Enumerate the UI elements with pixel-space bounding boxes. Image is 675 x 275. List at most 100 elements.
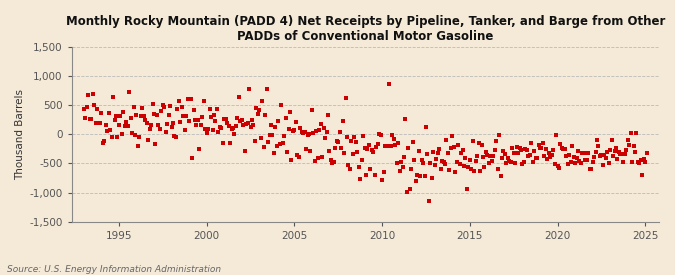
Point [274,142,285,147]
Point [520,147,531,151]
Point [161,129,171,134]
Point [443,151,454,156]
Point [500,152,510,156]
Point [428,150,439,154]
Point [157,103,168,108]
Point [321,130,332,134]
Point [377,178,387,183]
Point [578,150,589,155]
Point [136,114,146,118]
Point [453,142,464,147]
Point [422,152,433,156]
Point [146,123,157,128]
Point [634,160,645,165]
Point [618,160,628,164]
Point [130,133,140,138]
Point [281,150,292,154]
Point [545,155,556,159]
Point [526,141,537,145]
Point [554,165,564,170]
Point [302,133,313,137]
Point [497,156,508,160]
Point [232,116,243,120]
Point [305,149,316,153]
Point [508,151,519,155]
Point [82,104,92,109]
Point [118,110,129,115]
Point [143,138,154,142]
Point [299,130,310,134]
Point [285,109,296,114]
Point [101,122,111,127]
Point [388,137,399,141]
Point [371,145,381,149]
Point [374,132,385,136]
Point [259,145,269,149]
Point [190,118,200,122]
Point [119,124,130,128]
Point [574,159,585,163]
Point [470,159,481,164]
Point [406,167,416,171]
Point [576,161,587,166]
Point [265,123,276,127]
Point [194,147,205,152]
Point [441,138,452,142]
Point [517,162,528,167]
Point [95,121,105,125]
Point [263,139,273,144]
Point [551,133,562,137]
Point [112,135,123,139]
Point [402,190,412,194]
Point [438,160,449,164]
Point [250,138,261,143]
Point [290,120,301,124]
Point [131,113,142,118]
Point [570,161,580,166]
Point [446,146,456,150]
Point [577,151,588,155]
Point [296,130,307,134]
Point [591,138,602,142]
Point [543,150,554,155]
Point [568,155,579,159]
Point [367,148,377,152]
Point [368,150,379,154]
Point [412,173,423,177]
Point [269,151,279,155]
Point [140,118,151,123]
Point [599,153,610,157]
Point [227,126,238,130]
Point [532,156,543,160]
Point [558,147,569,152]
Point [342,135,352,139]
Point [163,113,174,117]
Point [489,148,500,152]
Point [197,114,208,119]
Point [387,133,398,138]
Point [92,106,103,111]
Point [464,157,475,162]
Point [541,147,551,151]
Point [572,149,583,153]
Point [476,143,487,148]
Point [637,173,648,177]
Point [620,152,630,156]
Point [219,116,230,121]
Point [425,160,436,165]
Point [564,152,574,157]
Point [86,117,97,122]
Point [444,168,455,172]
Point [369,173,380,177]
Point [359,146,370,150]
Point [276,103,287,107]
Point [400,117,411,121]
Point [113,123,124,127]
Point [220,117,231,121]
Point [156,109,167,113]
Point [239,148,250,153]
Point [182,97,193,101]
Y-axis label: Thousand Barrels: Thousand Barrels [15,89,25,180]
Point [211,107,222,111]
Point [235,119,246,123]
